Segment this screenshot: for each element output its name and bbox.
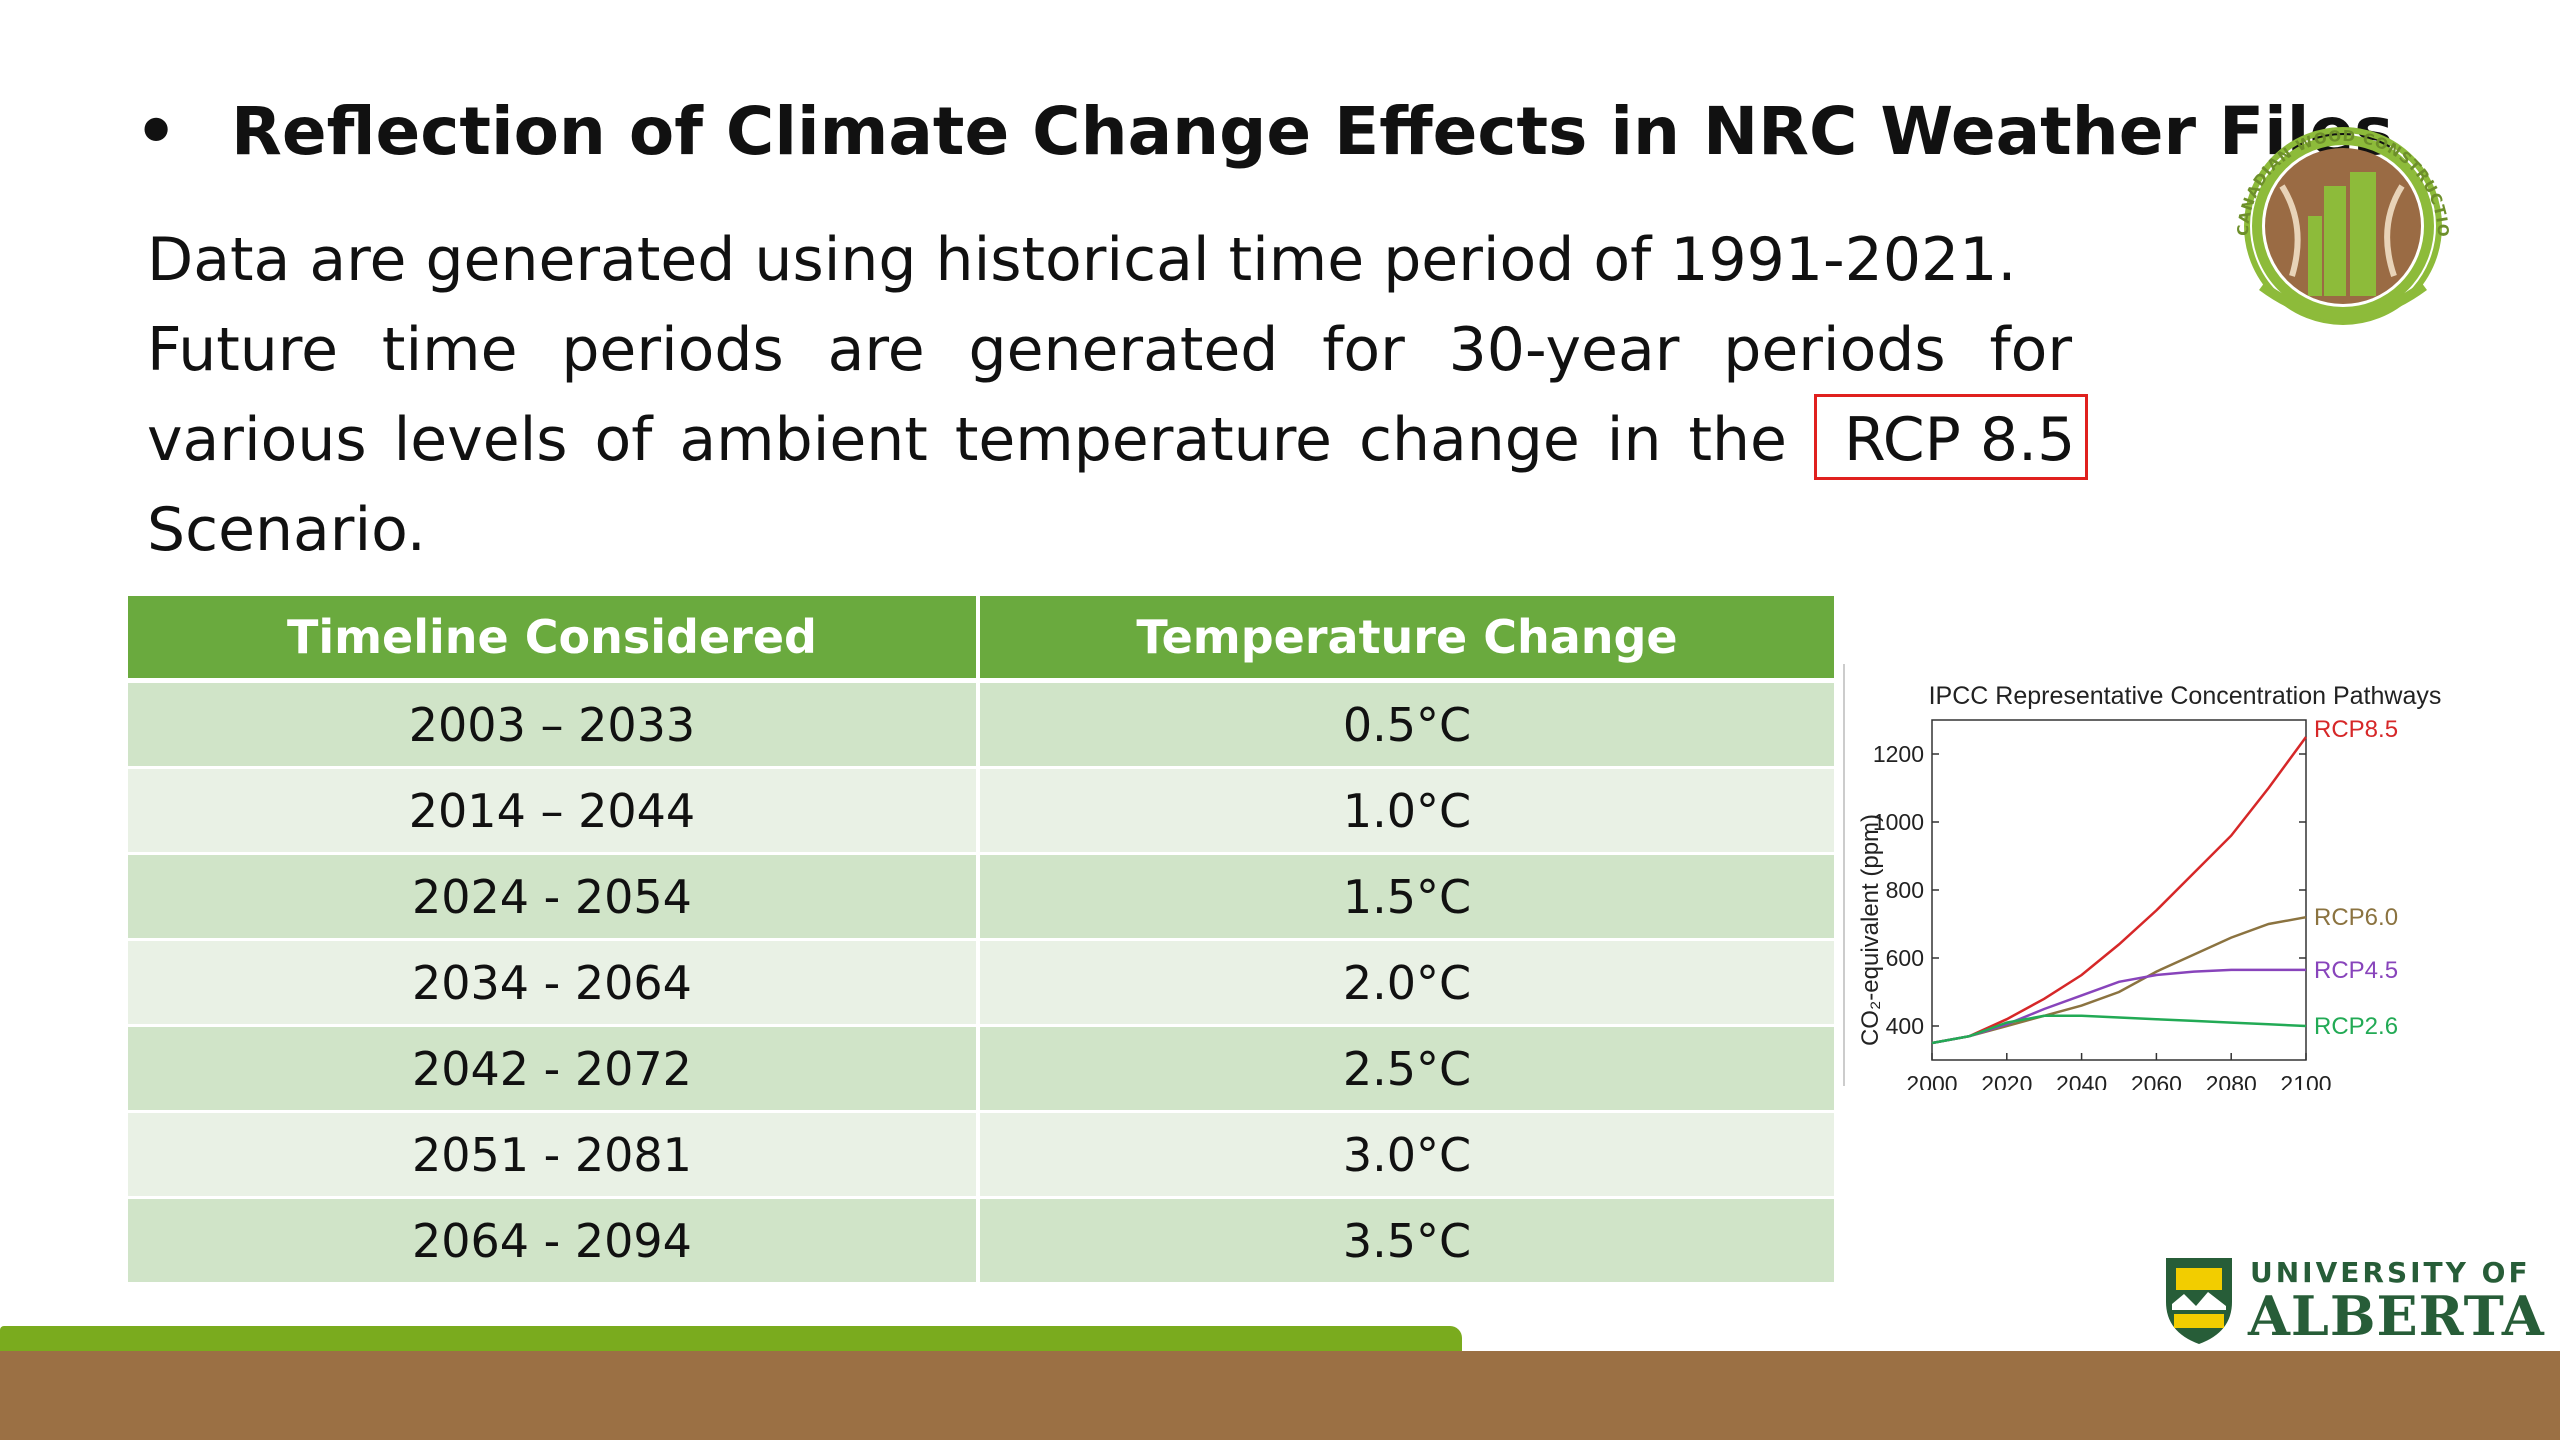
temperature-cell: 2.0°C: [979, 941, 1834, 1027]
paragraph-word: various: [147, 405, 367, 475]
temperature-cell: 0.5°C: [979, 683, 1834, 769]
x-tick-label: 2000: [1906, 1071, 1957, 1090]
table-header-row: Timeline Considered Temperature Change: [128, 596, 1834, 683]
chart-axes: 400 600 800 1000 1200 2000 2020 2040 2060 2080 210…: [1873, 719, 2332, 1097]
chart-plot-frame: [1931, 719, 2307, 1061]
paragraph-word: levels: [393, 405, 568, 475]
temperature-cell: 3.5°C: [979, 1199, 1834, 1285]
ua-shield-icon: [2166, 1258, 2232, 1344]
chart-y-axis-label: CO₂-equivalent (ppm): [1857, 814, 1884, 1046]
paragraph-word: of: [594, 405, 653, 475]
paragraph-word: change: [1358, 405, 1580, 475]
paragraph-word: in: [1606, 405, 1662, 475]
cwc-logo-graphic: CANADIAN WOOD CONSTRUCTION RESEARCH NETW…: [2203, 72, 2451, 325]
series-label: RCP2.6: [2314, 1013, 2398, 1040]
chart-title: IPCC Representative Concentration Pathwa…: [1929, 682, 2442, 710]
x-tick-label: 2100: [2280, 1071, 2331, 1090]
paragraph-line-3: various levels of ambient temperature change i…: [147, 395, 2075, 485]
temperature-cell: 1.5°C: [979, 855, 1834, 941]
header-temperature: Temperature Change: [979, 596, 1834, 683]
temperature-cell: 2.5°C: [979, 1027, 1834, 1113]
paragraph-word: ambient: [679, 405, 928, 475]
ua-line-1: UNIVERSITY OF: [2250, 1256, 2531, 1289]
temperature-cell: 3.0°C: [979, 1113, 1834, 1199]
timeline-table: Timeline Considered Temperature Change 2…: [128, 596, 1834, 1285]
table-row: 2024 - 2054 1.5°C: [128, 855, 1834, 941]
series-line-rcp85: [1931, 736, 2308, 1045]
table-row: 2014 – 2044 1.0°C: [128, 769, 1834, 855]
timeline-cell: 2024 - 2054: [128, 855, 980, 941]
paragraph-line-3-text: various levels of ambient temperature change i…: [147, 395, 1787, 485]
header-timeline: Timeline Considered: [128, 596, 980, 683]
series-label: RCP6.0: [2314, 904, 2398, 931]
paragraph-word: the: [1688, 405, 1787, 475]
table-row: 2051 - 2081 3.0°C: [128, 1113, 1834, 1199]
x-tick-label: 2040: [2056, 1071, 2107, 1090]
timeline-cell: 2064 - 2094: [128, 1199, 980, 1285]
timeline-cell: 2051 - 2081: [128, 1113, 980, 1199]
rcp-chart: IPCC Representative Concentration Pathwa…: [1840, 660, 2540, 1097]
timeline-cell: 2014 – 2044: [128, 769, 980, 855]
ua-line-2: ALBERTA: [2248, 1284, 2545, 1348]
series-label: RCP8.5: [2314, 716, 2398, 743]
paragraph-word: temperature: [954, 405, 1332, 475]
paragraph-line-1: Data are generated using historical time…: [147, 225, 2017, 295]
y-tick-label: 600: [1886, 945, 1924, 971]
timeline-cell: 2042 - 2072: [128, 1027, 980, 1113]
rcp-chart-svg: IPCC Representative Concentration Pathwa…: [1843, 664, 2442, 1097]
rcp-highlight-box: [1814, 394, 2088, 480]
y-tick-label: 1000: [1873, 809, 1924, 835]
y-tick-label: 400: [1886, 1013, 1924, 1039]
table-row: 2003 – 2033 0.5°C: [128, 683, 1834, 769]
university-of-alberta-logo: UNIVERSITY OF ALBERTA: [2162, 1250, 2544, 1350]
table-row: 2042 - 2072 2.5°C: [128, 1027, 1834, 1113]
bullet-glyph: •: [135, 93, 178, 170]
timeline-cell: 2034 - 2064: [128, 941, 980, 1027]
x-tick-label: 2020: [1981, 1071, 2032, 1090]
paragraph-line-2: Future time periods are generated for 30…: [147, 315, 2072, 385]
body-paragraph: Data are generated using historical time…: [147, 215, 2075, 575]
chart-series-group: [1931, 736, 2308, 1045]
paragraph-line-4: Scenario.: [147, 495, 426, 565]
timeline-cell: 2003 – 2033: [128, 683, 980, 769]
table-row: 2064 - 2094 3.5°C: [128, 1199, 1834, 1285]
table-row: 2034 - 2064 2.0°C: [128, 941, 1834, 1027]
cwc-network-logo: CANADIAN WOOD CONSTRUCTION RESEARCH NETW…: [2203, 72, 2474, 348]
footer-brown-band: [0, 1351, 2560, 1440]
slide-title: Reflection of Climate Change Effects in …: [231, 93, 2394, 170]
rcp-highlight-text: RCP 8.5: [1844, 405, 2076, 475]
y-tick-label: 1200: [1873, 741, 1924, 767]
y-tick-label: 800: [1886, 877, 1924, 903]
chart-series-labels: RCP8.5 RCP6.0 RCP4.5 RCP2.6: [2314, 716, 2398, 1040]
series-label: RCP4.5: [2314, 957, 2398, 984]
series-line-rcp26: [1931, 1014, 2307, 1045]
temperature-cell: 1.0°C: [979, 769, 1834, 855]
x-tick-label: 2060: [2131, 1071, 2182, 1090]
footer-green-bar: [0, 1326, 1462, 1352]
x-tick-label: 2080: [2206, 1071, 2257, 1090]
